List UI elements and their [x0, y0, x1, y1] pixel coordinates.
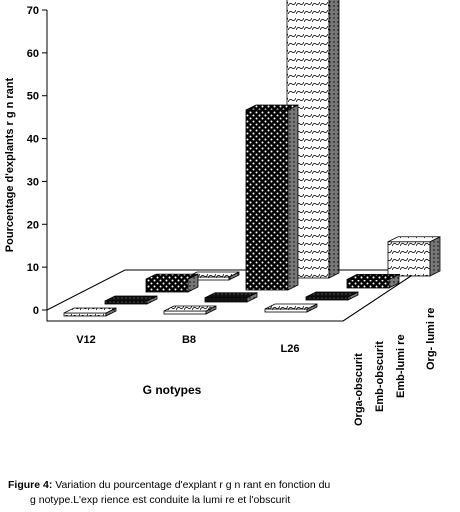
category-label-b8: B8: [182, 334, 196, 346]
category-label-l26: L26: [281, 343, 300, 355]
y-tick-label: 20: [27, 219, 39, 231]
bar-side: [287, 104, 299, 291]
y-tick-label: 30: [27, 176, 39, 188]
bar-front: [145, 278, 189, 293]
bar-front: [104, 300, 148, 305]
bar-top: [104, 295, 158, 302]
bar-v12-series-1: [104, 295, 158, 305]
bar-b8-series-2: [245, 104, 299, 291]
y-axis-label: Pourcentage d'explants r g n rant: [4, 77, 16, 252]
category-label-v12: V12: [76, 334, 96, 346]
bar-top: [163, 305, 217, 312]
bar-top: [387, 236, 441, 243]
x-axis-label: G notypes: [143, 383, 202, 397]
bar-top: [305, 291, 359, 298]
series-label-orga-obscurit: Orga-obscurit: [353, 353, 365, 426]
bar-front: [346, 279, 390, 289]
y-tick-label: 0: [33, 305, 39, 317]
bar-b8-series-1: [204, 292, 258, 303]
y-tick-label: 50: [27, 91, 39, 103]
bar-front: [204, 297, 248, 303]
bar-v12-series-2: [145, 273, 199, 293]
bar-l26-series-3: [387, 236, 441, 277]
bar-v12-series-0: [63, 307, 117, 317]
bar-top: [204, 292, 258, 299]
bar-front: [305, 296, 349, 301]
figure-caption: Figure 4: Variation du pourcentage d'exp…: [8, 478, 448, 508]
y-tick-label: 70: [27, 5, 39, 17]
bar-side: [429, 236, 441, 277]
series-label-emb-lumiere: Emb-lumi re: [395, 334, 407, 398]
y-ticks: 0 10 20 30 40 50 60 70: [27, 5, 47, 317]
bar-l26-series-1: [305, 291, 359, 301]
bar-top: [145, 273, 199, 280]
bar-top: [264, 303, 318, 310]
bar-top: [186, 271, 240, 278]
bar-l26-series-0: [264, 303, 318, 313]
series-label-emb-obscurit: Emb-obscurit: [374, 341, 386, 412]
series-label-org-lumiere: Org- lumi re: [425, 308, 437, 370]
bar-v12-series-3: [186, 271, 240, 281]
bar-front: [63, 312, 107, 317]
bar-side: [328, 0, 340, 279]
axes: [46, 10, 422, 322]
bar-front: [163, 310, 207, 315]
y-tick-label: 40: [27, 134, 39, 146]
bar-front: [264, 308, 308, 313]
caption-line-1: Variation du pourcentage d'explant r g n…: [55, 479, 331, 491]
caption-label: Figure 4:: [8, 479, 53, 491]
caption-line-2: g notype.L'exp rience est conduite la lu…: [30, 494, 291, 506]
bar-b8-series-0: [163, 305, 217, 315]
bar-l26-series-2: [346, 273, 400, 289]
bar-top: [245, 104, 299, 111]
bar-top: [346, 274, 400, 280]
bars: [63, 0, 441, 317]
bar-front: [245, 109, 289, 291]
bar-front: [387, 241, 431, 277]
bar-chart: 0 10 20 30 40 50 60 70 Pourcentage d'explants r…: [4, 0, 441, 426]
bar-top: [63, 307, 117, 314]
y-tick-label: 10: [27, 262, 39, 274]
y-tick-label: 60: [27, 48, 39, 60]
depth-axis: [342, 269, 421, 322]
